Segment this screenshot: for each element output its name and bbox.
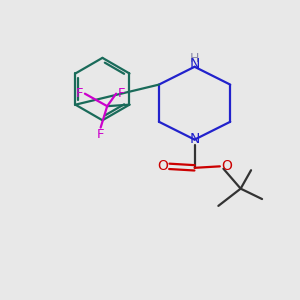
Text: F: F [76, 87, 83, 100]
Text: N: N [189, 132, 200, 146]
Text: O: O [221, 159, 232, 173]
Text: F: F [118, 87, 125, 100]
Text: N: N [189, 57, 200, 71]
Text: O: O [157, 159, 168, 173]
Text: F: F [97, 128, 104, 141]
Text: H: H [190, 52, 199, 65]
